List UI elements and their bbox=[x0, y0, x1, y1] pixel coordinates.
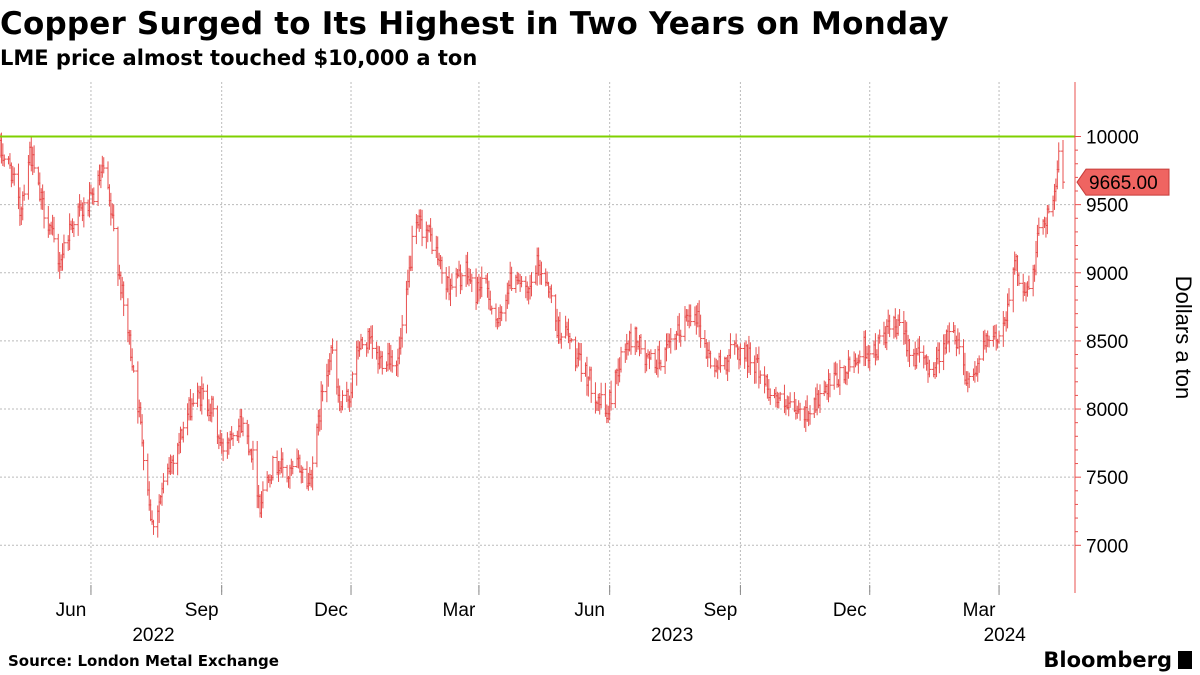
grid-lines bbox=[0, 82, 1075, 593]
last-value-badge bbox=[1076, 168, 1170, 196]
x-tick-label: Dec bbox=[314, 600, 348, 621]
x-tick-label: Sep bbox=[703, 600, 737, 621]
y-tick-label: 10000 bbox=[1086, 128, 1139, 149]
y-tick-label: 8500 bbox=[1086, 332, 1128, 353]
last-value-marker: 9665.00 bbox=[1076, 168, 1170, 196]
x-tick-label: Jun bbox=[56, 600, 87, 621]
chart-title: Copper Surged to Its Highest in Two Year… bbox=[0, 6, 949, 42]
x-year-label: 2023 bbox=[651, 625, 693, 646]
y-axis-label: Dollars a ton bbox=[1171, 276, 1196, 400]
last-value-label: 9665.00 bbox=[1089, 173, 1158, 194]
x-tick-label: Sep bbox=[185, 600, 219, 621]
x-tick-label: Jun bbox=[574, 600, 605, 621]
y-tick-label: 7000 bbox=[1086, 536, 1128, 557]
x-tick-label: Mar bbox=[963, 600, 996, 621]
x-tick-label: Dec bbox=[833, 600, 867, 621]
x-year-label: 2024 bbox=[984, 625, 1027, 646]
chart-subtitle: LME price almost touched $10,000 a ton bbox=[0, 46, 478, 70]
source-note: Source: London Metal Exchange bbox=[8, 652, 279, 670]
y-tick-label: 9000 bbox=[1086, 264, 1128, 285]
brand-name: Bloomberg bbox=[1043, 648, 1172, 672]
y-tick-label: 9500 bbox=[1086, 196, 1128, 217]
x-tick-label: Mar bbox=[443, 600, 476, 621]
bloomberg-terminal-icon bbox=[1178, 651, 1192, 669]
y-tick-label: 7500 bbox=[1086, 468, 1128, 489]
price-series bbox=[0, 132, 1065, 538]
y-axis: 7000 7500 8000 8500 9000 9500 10000 Dollars a t… bbox=[1074, 82, 1196, 593]
y-tick-label: 8000 bbox=[1086, 400, 1128, 421]
x-year-label: 2022 bbox=[132, 625, 174, 646]
x-axis: Jun Sep Dec Mar Jun Sep Dec Mar 2022 2023 2024 bbox=[56, 585, 1027, 646]
brand-logo: Bloomberg bbox=[1043, 648, 1192, 672]
